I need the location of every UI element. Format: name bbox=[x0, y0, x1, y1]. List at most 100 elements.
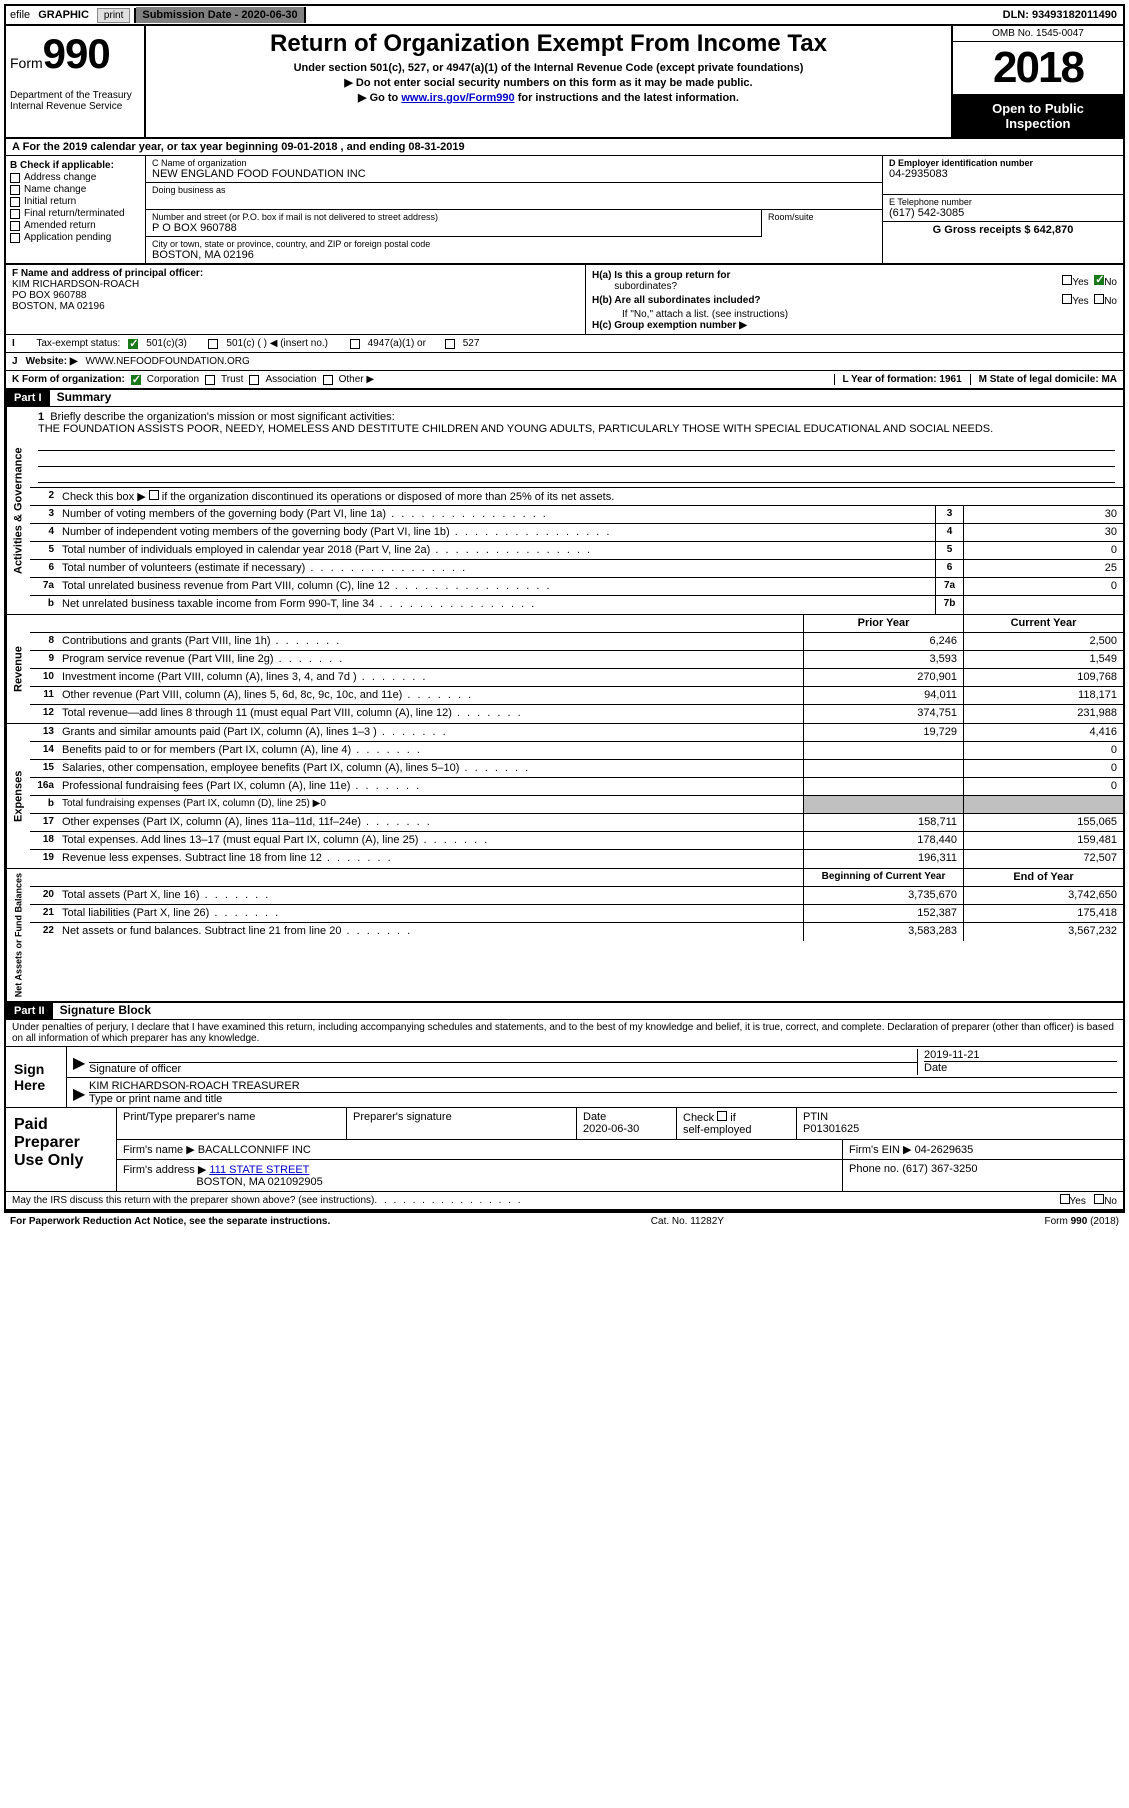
prior-value: 178,440 bbox=[803, 832, 963, 849]
beginning-value: 3,583,283 bbox=[803, 923, 963, 941]
irs-label: Internal Revenue Service bbox=[10, 101, 140, 112]
form-990: 990 bbox=[43, 30, 110, 77]
rev-line: 10 Investment income (Part VIII, column … bbox=[30, 669, 1123, 687]
4947-label: 4947(a)(1) or bbox=[368, 338, 426, 349]
discuss-yesno: Yes No bbox=[1060, 1194, 1117, 1207]
line-num: 20 bbox=[30, 887, 58, 904]
check-app-pending[interactable]: Application pending bbox=[10, 232, 141, 243]
mission-text: THE FOUNDATION ASSISTS POOR, NEEDY, HOME… bbox=[38, 423, 993, 435]
checkbox-icon[interactable] bbox=[1060, 1194, 1070, 1204]
prior-year-hdr: Prior Year bbox=[803, 615, 963, 632]
checkbox-checked-icon[interactable] bbox=[1094, 275, 1104, 285]
line-num: b bbox=[30, 596, 58, 614]
exp-line: 16a Professional fundraising fees (Part … bbox=[30, 778, 1123, 796]
officer-name: KIM RICHARDSON-ROACH bbox=[12, 279, 139, 290]
form990-link[interactable]: www.irs.gov/Form990 bbox=[401, 92, 514, 104]
cat-no: Cat. No. 11282Y bbox=[651, 1216, 724, 1227]
row-klm: K Form of organization: Corporation Trus… bbox=[6, 371, 1123, 390]
checkbox-icon[interactable] bbox=[1062, 294, 1072, 304]
governance-section: Activities & Governance 1 Briefly descri… bbox=[6, 407, 1123, 615]
527-label: 527 bbox=[463, 338, 480, 349]
line-text: Total revenue—add lines 8 through 11 (mu… bbox=[58, 705, 803, 723]
checkbox-icon[interactable] bbox=[149, 490, 159, 500]
hc-label: H(c) Group exemption number ▶ bbox=[592, 320, 747, 331]
revenue-section: Revenue Prior Year Current Year 8 Contri… bbox=[6, 615, 1123, 724]
prior-value: 196,311 bbox=[803, 850, 963, 868]
line-num: 22 bbox=[30, 923, 58, 941]
city-value: BOSTON, MA 02196 bbox=[152, 249, 876, 261]
checkbox-icon[interactable] bbox=[323, 375, 333, 385]
line-text: Program service revenue (Part VIII, line… bbox=[58, 651, 803, 668]
header-right: OMB No. 1545-0047 2018 Open to Public In… bbox=[953, 26, 1123, 137]
firm-ein-cell: Firm's EIN ▶ 04-2629635 bbox=[843, 1140, 1123, 1159]
current-value: 2,500 bbox=[963, 633, 1123, 650]
line-num: 21 bbox=[30, 905, 58, 922]
checkbox-icon[interactable] bbox=[1094, 1194, 1104, 1204]
rev-line: 12 Total revenue—add lines 8 through 11 … bbox=[30, 705, 1123, 723]
checkbox-icon[interactable] bbox=[208, 339, 218, 349]
m-value: M State of legal domicile: MA bbox=[979, 374, 1117, 385]
check-address-change[interactable]: Address change bbox=[10, 172, 141, 183]
checkbox-icon[interactable] bbox=[1062, 275, 1072, 285]
yes-label: Yes bbox=[1072, 277, 1088, 288]
line-num: 18 bbox=[30, 832, 58, 849]
line-text: Total fundraising expenses (Part IX, col… bbox=[58, 796, 803, 813]
col-h-group: H(a) Is this a group return for subordin… bbox=[586, 265, 1123, 334]
exp-line: 15 Salaries, other compensation, employe… bbox=[30, 760, 1123, 778]
beginning-hdr: Beginning of Current Year bbox=[803, 869, 963, 886]
line-box: 4 bbox=[935, 524, 963, 541]
sign-content: ▶ Signature of officer 2019-11-21 Date ▶… bbox=[66, 1047, 1123, 1107]
amended-label: Amended return bbox=[24, 220, 96, 231]
year-formation: L Year of formation: 1961 bbox=[834, 374, 962, 385]
line-text: Total expenses. Add lines 13–17 (must eq… bbox=[58, 832, 803, 849]
phone-label: E Telephone number bbox=[889, 197, 1117, 207]
current-value: 4,416 bbox=[963, 724, 1123, 741]
no-label: No bbox=[1104, 1196, 1117, 1207]
line-num: 19 bbox=[30, 850, 58, 868]
current-year-hdr: Current Year bbox=[963, 615, 1123, 632]
checkbox-icon[interactable] bbox=[350, 339, 360, 349]
print-button[interactable]: print bbox=[97, 8, 130, 23]
line-text: Net assets or fund balances. Subtract li… bbox=[58, 923, 803, 941]
phone-value: (617) 542-3085 bbox=[889, 207, 1117, 219]
gov-line: 6 Total number of volunteers (estimate i… bbox=[30, 560, 1123, 578]
tax-status-label: Tax-exempt status: bbox=[36, 338, 120, 349]
line-box: 5 bbox=[935, 542, 963, 559]
check-final-return[interactable]: Final return/terminated bbox=[10, 208, 141, 219]
col-b-checkboxes: B Check if applicable: Address change Na… bbox=[6, 156, 146, 263]
checkbox-icon[interactable] bbox=[445, 339, 455, 349]
checkbox-icon[interactable] bbox=[249, 375, 259, 385]
yes-label: Yes bbox=[1072, 296, 1088, 307]
firm-addr1[interactable]: 111 STATE STREET bbox=[209, 1164, 309, 1176]
checkbox-icon[interactable] bbox=[717, 1111, 727, 1121]
checkbox-icon[interactable] bbox=[1094, 294, 1104, 304]
yes-label: Yes bbox=[1070, 1196, 1086, 1207]
hb-note: If "No," attach a list. (see instruction… bbox=[592, 309, 1117, 320]
line-text: Salaries, other compensation, employee b… bbox=[58, 760, 803, 777]
street-value: P O BOX 960788 bbox=[152, 222, 755, 234]
net-line: 20 Total assets (Part X, line 16) 3,735,… bbox=[30, 887, 1123, 905]
part-ii-badge: Part II bbox=[6, 1003, 53, 1019]
gov-line: 7a Total unrelated business revenue from… bbox=[30, 578, 1123, 596]
line1-text: Briefly describe the organization's miss… bbox=[50, 411, 394, 423]
street-label: Number and street (or P.O. box if mail i… bbox=[152, 212, 755, 222]
blank-rule bbox=[38, 453, 1115, 467]
checkbox-checked-icon[interactable] bbox=[131, 375, 141, 385]
check-amended[interactable]: Amended return bbox=[10, 220, 141, 231]
checkbox-checked-icon[interactable] bbox=[128, 339, 138, 349]
part-ii-header: Part II Signature Block bbox=[6, 1003, 1123, 1020]
beginning-value: 3,735,670 bbox=[803, 887, 963, 904]
dln: DLN: 93493182011490 bbox=[997, 9, 1123, 21]
sign-here-label: Sign Here bbox=[6, 1047, 66, 1107]
check-initial-return[interactable]: Initial return bbox=[10, 196, 141, 207]
prior-value bbox=[803, 796, 963, 813]
governance-content: 1 Briefly describe the organization's mi… bbox=[30, 407, 1123, 614]
checkbox-icon bbox=[10, 185, 20, 195]
ha-yesno: Yes No bbox=[1062, 275, 1117, 288]
501c3-label: 501(c)(3) bbox=[146, 338, 187, 349]
room-suite: Room/suite bbox=[762, 210, 882, 237]
net-content: Beginning of Current Year End of Year 20… bbox=[30, 869, 1123, 1001]
checkbox-icon[interactable] bbox=[205, 375, 215, 385]
check-name-change[interactable]: Name change bbox=[10, 184, 141, 195]
prep-date: 2020-06-30 bbox=[583, 1123, 639, 1135]
